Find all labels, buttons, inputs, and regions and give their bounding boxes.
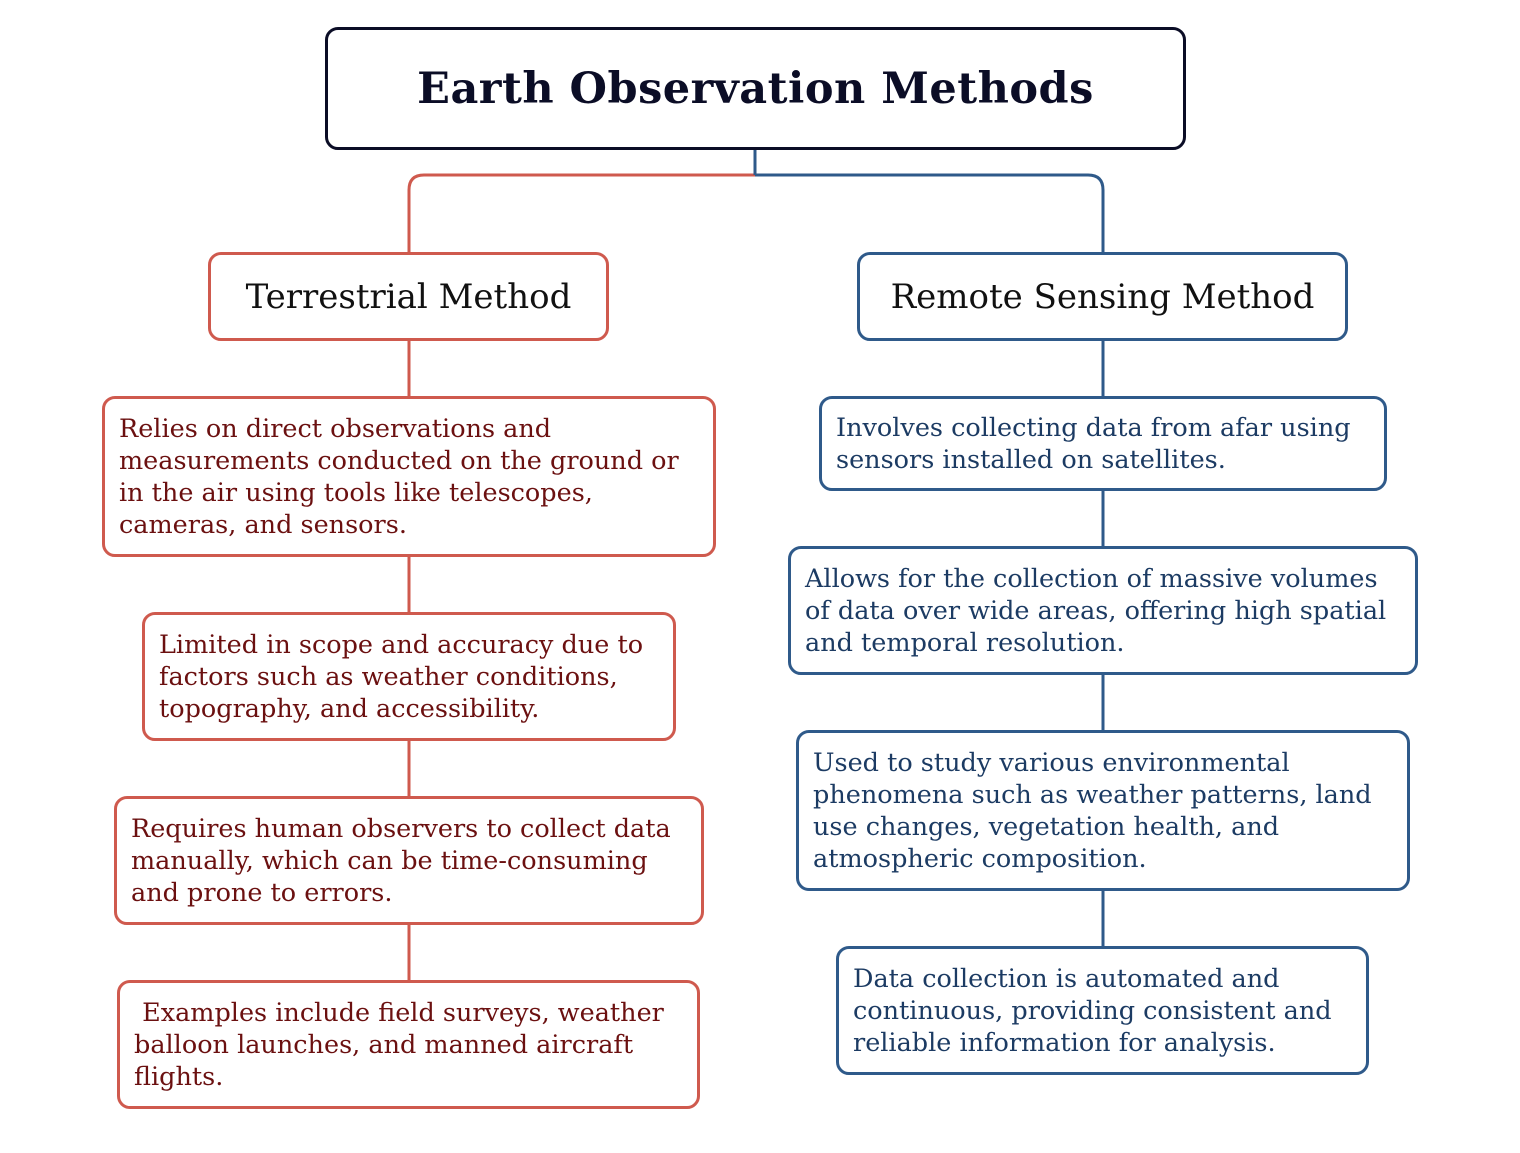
root-node: Earth Observation Methods [325, 27, 1186, 150]
connector-root-to-terrestrial [407, 173, 755, 252]
terrestrial-method-label: Terrestrial Method [245, 276, 572, 317]
terrestrial-item-1-text: Relies on direct observations and measur… [119, 413, 679, 540]
remote-sensing-item-2: Allows for the collection of massive vol… [788, 546, 1418, 675]
remote-sensing-item-2-text: Allows for the collection of massive vol… [805, 563, 1387, 658]
remote-sensing-item-3-text: Used to study various environmental phen… [813, 747, 1372, 874]
remote-sensing-method-label: Remote Sensing Method [890, 276, 1315, 317]
connector-root-to-remote [755, 173, 1105, 252]
terrestrial-item-3: Requires human observers to collect data… [114, 796, 704, 925]
remote-sensing-item-1: Involves collecting data from afar using… [819, 396, 1387, 491]
remote-sensing-method-node: Remote Sensing Method [857, 252, 1348, 341]
terrestrial-method-node: Terrestrial Method [208, 252, 609, 341]
remote-sensing-item-4-text: Data collection is automated and continu… [853, 963, 1332, 1058]
remote-sensing-item-3: Used to study various environmental phen… [796, 730, 1410, 891]
terrestrial-item-2-text: Limited in scope and accuracy due to fac… [159, 629, 644, 724]
remote-sensing-item-1-text: Involves collecting data from afar using… [836, 412, 1351, 475]
terrestrial-item-4-text: Examples include field surveys, weather … [134, 997, 672, 1092]
remote-sensing-item-4: Data collection is automated and continu… [836, 946, 1369, 1075]
terrestrial-item-3-text: Requires human observers to collect data… [131, 813, 671, 908]
terrestrial-item-2: Limited in scope and accuracy due to fac… [142, 612, 676, 741]
terrestrial-item-1: Relies on direct observations and measur… [102, 396, 716, 557]
terrestrial-item-4: Examples include field surveys, weather … [117, 980, 700, 1109]
diagram-title: Earth Observation Methods [417, 63, 1094, 114]
